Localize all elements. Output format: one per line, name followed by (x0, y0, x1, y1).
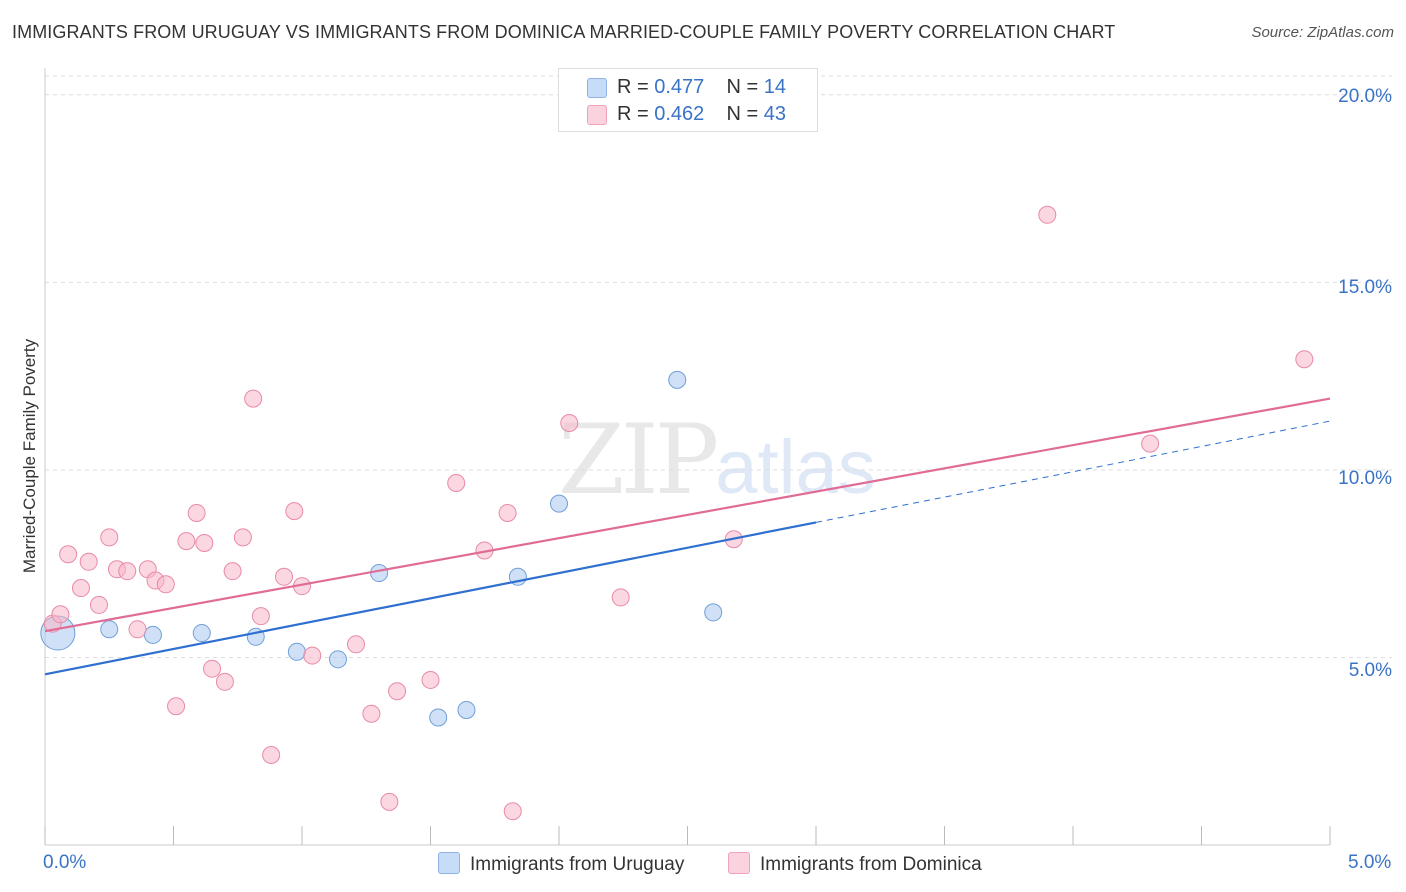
point-dominica-33 (447, 474, 466, 493)
point-dominica-2 (59, 545, 78, 564)
legend-r-value: 0.477 (654, 76, 705, 98)
point-dominica-19 (223, 562, 242, 581)
legend-n-value: 14 (763, 76, 787, 98)
x-tick-label-min: 0.0% (43, 852, 87, 873)
point-dominica-38 (611, 588, 630, 607)
point-dominica-4 (79, 552, 98, 571)
point-dominica-3 (71, 579, 90, 598)
legend-r-value: 0.462 (654, 103, 705, 125)
point-dominica-12 (156, 575, 175, 594)
source-label: Source: ZipAtlas.com (1251, 24, 1394, 41)
point-dominica-24 (275, 567, 294, 586)
series-legend-swatch-uruguay (438, 852, 460, 874)
correlation-legend: R = 0.477 N = 14 R = 0.462 N = 43 (558, 68, 818, 132)
point-dominica-37 (560, 413, 579, 432)
point-dominica-9 (128, 620, 147, 639)
point-dominica-41 (1141, 434, 1160, 453)
point-dominica-14 (177, 532, 196, 551)
legend-n-label: N = (726, 76, 759, 98)
point-uruguay-11 (550, 494, 568, 513)
point-dominica-35 (498, 504, 517, 523)
point-dominica-28 (346, 635, 365, 654)
series-legend-swatch-dominica (728, 852, 750, 874)
legend-r-label: R = (617, 103, 649, 125)
legend-r-label: R = (617, 76, 649, 98)
watermark: ZIPatlas (558, 404, 876, 516)
point-dominica-21 (244, 389, 263, 408)
point-dominica-42 (1295, 350, 1314, 369)
y-tick-label-15: 15.0% (1338, 277, 1392, 298)
point-dominica-6 (100, 528, 119, 547)
y-tick-label-10: 10.0% (1338, 468, 1392, 489)
point-dominica-31 (388, 682, 407, 701)
point-dominica-5 (89, 595, 108, 614)
legend-swatch-uruguay (587, 78, 607, 98)
point-dominica-40 (1038, 205, 1057, 224)
series-legend-label-uruguay: Immigrants from Uruguay (470, 854, 685, 875)
trendline-uruguay (44, 521, 817, 676)
x-tick-label-max: 5.0% (1348, 852, 1392, 873)
point-dominica-18 (215, 672, 234, 691)
trendline-extension-uruguay (815, 420, 1331, 523)
point-uruguay-1 (100, 620, 119, 639)
chart-title: IMMIGRANTS FROM URUGUAY VS IMMIGRANTS FR… (12, 22, 1116, 42)
point-dominica-25 (285, 502, 304, 521)
point-dominica-8 (118, 562, 137, 581)
point-uruguay-6 (328, 650, 347, 669)
point-dominica-16 (195, 534, 214, 553)
point-uruguay-13 (704, 603, 723, 622)
point-dominica-23 (262, 745, 281, 764)
point-dominica-22 (251, 607, 270, 626)
point-dominica-1 (51, 605, 70, 624)
point-dominica-36 (503, 802, 522, 821)
point-uruguay-7 (370, 564, 389, 583)
point-uruguay-9 (457, 700, 476, 719)
point-dominica-27 (303, 646, 322, 665)
point-dominica-13 (167, 697, 186, 716)
y-tick-label-5: 5.0% (1348, 660, 1392, 681)
series-legend-label-dominica: Immigrants from Dominica (760, 854, 982, 875)
series-legend-uruguay: Immigrants from Uruguay (438, 852, 684, 876)
y-tick-label-20: 20.0% (1338, 86, 1392, 107)
point-dominica-29 (362, 704, 381, 723)
point-dominica-20 (233, 528, 252, 547)
point-uruguay-2 (143, 625, 162, 644)
point-uruguay-8 (429, 708, 448, 727)
trendline-dominica (44, 397, 1331, 633)
legend-n-value: 43 (763, 103, 787, 125)
point-uruguay-12 (668, 370, 687, 389)
legend-swatch-dominica (587, 105, 607, 125)
series-legend-dominica: Immigrants from Dominica (728, 852, 982, 876)
point-uruguay-5 (287, 642, 306, 661)
point-dominica-32 (421, 670, 440, 689)
point-dominica-30 (380, 792, 399, 811)
point-uruguay-3 (192, 624, 211, 643)
point-dominica-15 (187, 504, 206, 523)
legend-n-label: N = (726, 103, 759, 125)
watermark-zip: ZIP (558, 404, 719, 516)
point-dominica-17 (203, 659, 222, 678)
